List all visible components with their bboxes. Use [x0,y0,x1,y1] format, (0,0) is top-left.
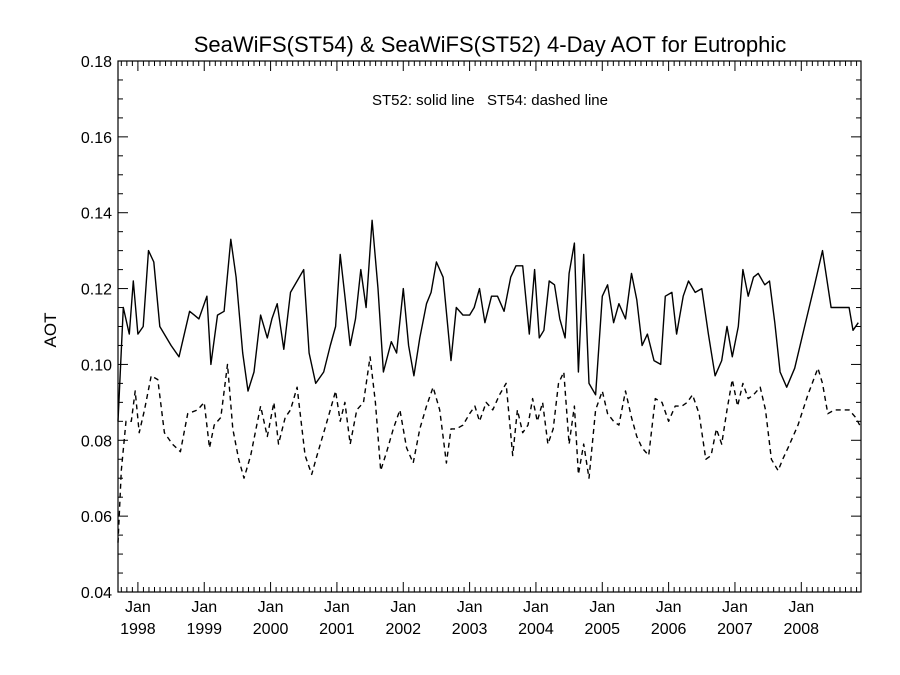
x-tick-month-label: Jan [258,599,284,616]
x-tick-month-label: Jan [788,599,814,616]
axis-ticks [118,60,861,593]
x-tick-year-label: 2000 [253,621,289,638]
y-tick-label: 0.04 [81,585,112,602]
y-tick-label: 0.18 [81,54,112,71]
x-tick-month-label: Jan [722,599,748,616]
y-tick-label: 0.10 [81,357,112,374]
legend-annotation: ST52: solid line ST54: dashed line [372,92,608,109]
x-tick-year-label: 2006 [651,621,687,638]
x-tick-year-label: 2003 [452,621,488,638]
x-tick-month-label: Jan [191,599,217,616]
y-tick-label: 0.14 [81,206,112,223]
x-tick-month-label: Jan [457,599,483,616]
x-tick-year-label: 2008 [783,621,819,638]
x-tick-month-label: Jan [523,599,549,616]
x-tick-month-label: Jan [589,599,615,616]
x-tick-year-label: 2007 [717,621,753,638]
y-tick-label: 0.12 [81,282,112,299]
series-group [117,219,861,543]
x-tick-month-label: Jan [390,599,416,616]
st54-dashed-line [117,356,861,543]
x-tick-year-label: 2005 [584,621,620,638]
y-axis-label: AOT [41,313,60,348]
x-tick-year-label: 2002 [385,621,421,638]
x-tick-year-label: 2004 [518,621,554,638]
chart-title: SeaWiFS(ST54) & SeaWiFS(ST52) 4-Day AOT … [194,32,787,57]
y-tick-label: 0.08 [81,433,112,450]
x-tick-year-label: 1999 [186,621,222,638]
y-tick-label: 0.06 [81,509,112,526]
x-tick-year-label: 2001 [319,621,355,638]
plot-frame [117,60,862,593]
x-tick-year-label: 1998 [120,621,156,638]
x-tick-month-label: Jan [656,599,682,616]
y-tick-label: 0.16 [81,130,112,147]
axis-tick-labels: 0.04 0.06 0.08 0.10 0.12 0.14 0.16 0.18 Jan 1998 J… [81,54,819,638]
x-tick-month-label: Jan [125,599,151,616]
x-tick-month-label: Jan [324,599,350,616]
st52-solid-line [117,219,859,422]
